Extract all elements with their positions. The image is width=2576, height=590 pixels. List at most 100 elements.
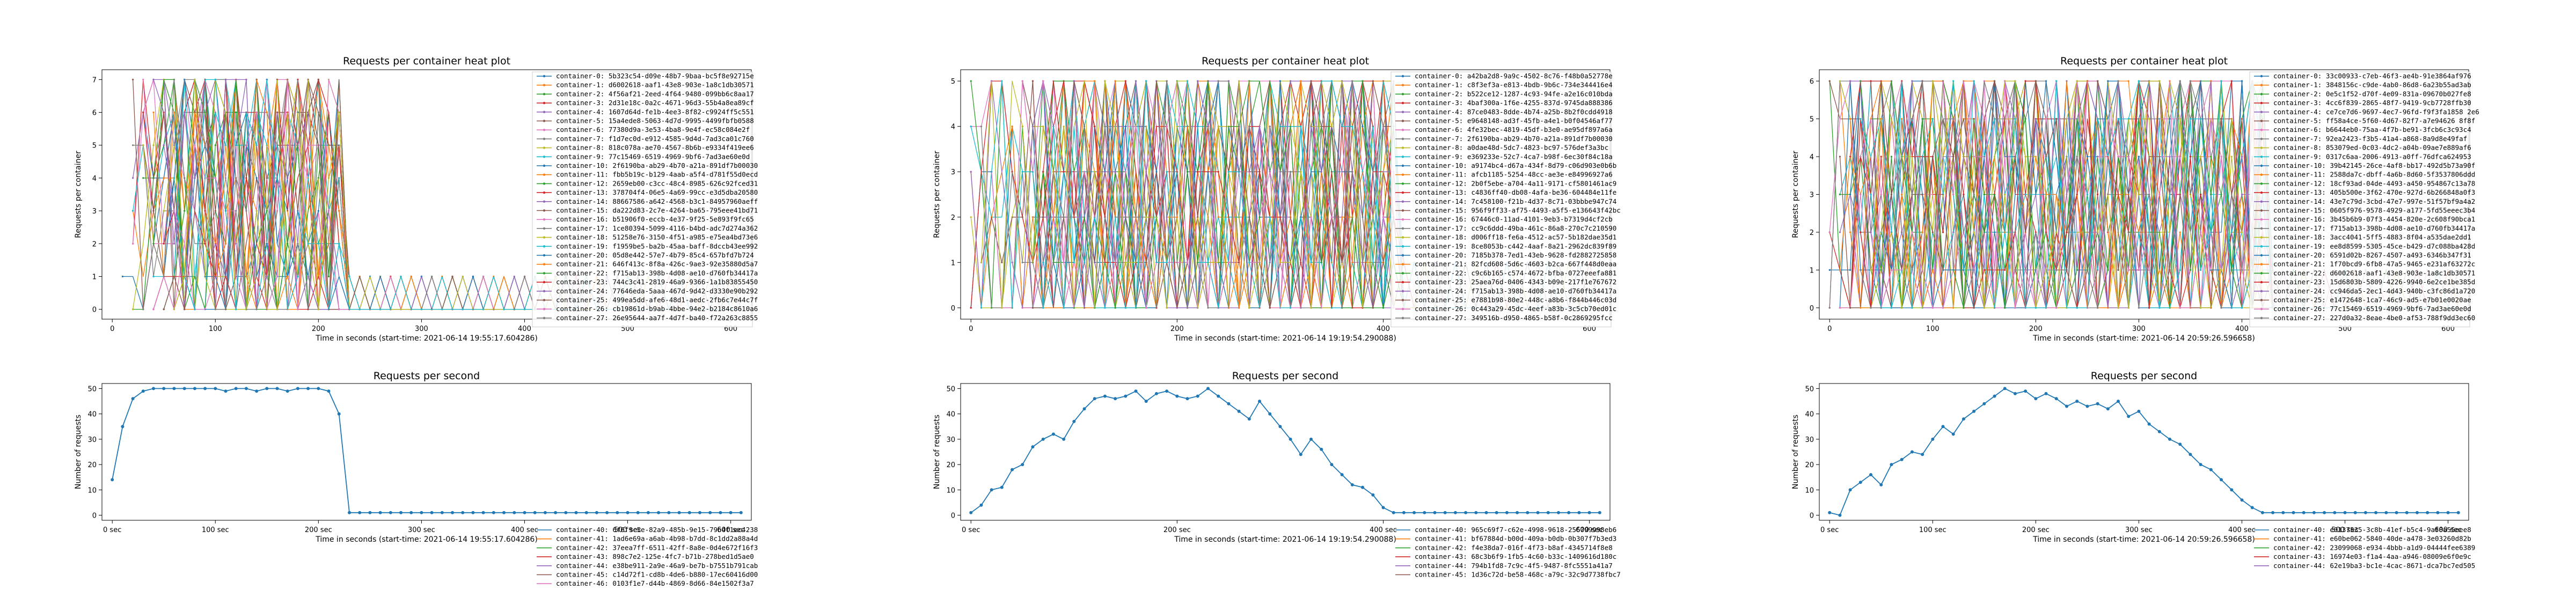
rps-point (687, 511, 691, 514)
heatmap-series-point (1839, 193, 1841, 196)
rps-point (2323, 511, 2326, 514)
heatmap-series-point (1993, 118, 1996, 120)
heatmap-series-point (2117, 307, 2119, 309)
heatmap-series-point (266, 111, 268, 114)
heatmap-series-point (1870, 193, 1872, 196)
heatmap-series-point (1880, 193, 1882, 196)
heatmap-series-point (1849, 193, 1851, 196)
heatmap-legend-marker (2260, 316, 2263, 320)
heatmap-series-point (1021, 216, 1023, 218)
rps-point (203, 387, 207, 390)
rps-point (1433, 511, 1437, 514)
rps-xtick-label: 200 sec (1163, 526, 1191, 534)
heatmap-series-point (2076, 156, 2078, 158)
rps-ylabel: Number of requests (74, 415, 83, 489)
rps-point (399, 511, 402, 514)
heatmap-series-point (1860, 269, 1862, 271)
heatmap-legend-entry: container-13: 405b500e-3f62-470e-927d-6b… (2273, 188, 2475, 196)
rps-frame (1819, 383, 2469, 521)
rps-point (1165, 389, 1169, 393)
heatmap-legend-entry: container-14: 43e7c79d-3cbd-47e7-997e-51… (2273, 197, 2475, 205)
heatmap-legend-marker (1401, 75, 1404, 78)
heatmap-series-point (2138, 307, 2140, 309)
rps-ytick-label: 40 (946, 411, 955, 419)
heatmap-legend-entry: container-14: 7c458100-f21b-4d37-8c71-03… (1415, 197, 1616, 205)
heatmap-legend-marker (2260, 200, 2263, 203)
rps-line (970, 388, 1600, 513)
rps-ytick-label: 50 (946, 385, 955, 393)
rps-point (1900, 458, 1904, 461)
heatmap-legend-entry: container-9: 0317c6aa-2006-4913-a0ff-76d… (2273, 152, 2471, 160)
rps-point (1962, 417, 1965, 421)
heatmap-series-point (1310, 216, 1312, 218)
heatmap-series-point (1166, 307, 1168, 309)
heatmap-series-point (1973, 231, 1975, 233)
heatmap-series-point (1828, 307, 1831, 309)
heatmap-legend-marker (1401, 191, 1404, 194)
heatmap-legend-marker (1401, 200, 1404, 203)
heatmap-series-point (1890, 269, 1892, 271)
rps-point (2343, 511, 2347, 514)
rps-xtick-label: 600 sec (2434, 526, 2462, 534)
heatmap-legend-marker (1401, 308, 1404, 311)
heatmap-series-point (1911, 193, 1913, 196)
heatmap-series-point (2241, 269, 2243, 271)
heatmap-series-point (276, 177, 279, 179)
heatmap-series-point (1382, 307, 1385, 309)
heatmap-series-point (1849, 307, 1851, 309)
rps-xlabel: Time in seconds (start-time: 2021-06-14 … (1174, 535, 1396, 544)
rps-point (2405, 511, 2409, 514)
heatmap-legend-entry: container-19: 8ce8053b-c442-4aaf-8a21-29… (1415, 242, 1616, 250)
rps-point (1051, 432, 1055, 436)
heatmap-series-point (1351, 261, 1353, 263)
heatmap-series-point (142, 177, 144, 179)
heatmap-series-point (1828, 231, 1831, 233)
heatmap-series-point (245, 275, 247, 278)
heatmap-legend-entry: container-10: 39b42145-26ce-4af8-bb17-49… (2273, 161, 2475, 169)
heatmap-series-point (1362, 80, 1364, 82)
heatmap-legend-entry: container-22: f715ab13-398b-4d08-ae10-d7… (556, 269, 758, 277)
heatmap-series-point (1839, 269, 1841, 271)
heatmap-series-point (2055, 118, 2058, 120)
heatmap-series-point (2189, 269, 2191, 271)
heatmap-series-point (163, 177, 165, 179)
heatmap-legend-entry: container-24: cc946da5-2ec1-4d43-940b-c3… (2273, 287, 2475, 295)
rps-point (1993, 394, 1996, 398)
heatmap-ytick-label: 0 (1810, 305, 1814, 313)
rps-point (141, 389, 145, 393)
heatmap-series-point (2210, 118, 2212, 120)
heatmap-series-point (1186, 80, 1189, 82)
heatmap-series-point (420, 308, 423, 311)
heatmap-series-point (1124, 80, 1126, 82)
heatmap-ylabel: Requests per container (933, 151, 941, 238)
heatmap-legend-marker (543, 110, 546, 113)
heatmap-series-point (1901, 307, 1903, 309)
heatmap-series-point (2055, 80, 2058, 82)
heatmap-legend-entry: container-16: 67446c0-11ad-4101-9eb3-b73… (1415, 215, 1613, 223)
rps-ytick-label: 50 (87, 385, 97, 393)
rps-point (502, 511, 506, 514)
rps-point (1289, 437, 1292, 441)
rps-point (255, 389, 259, 393)
heatmap-series-point (1890, 156, 1892, 158)
heatmap-legend-marker (543, 254, 546, 257)
heatmap-legend-marker (2260, 75, 2263, 78)
rps-point (430, 511, 434, 514)
heatmap-xtick-label: 100 (1926, 325, 1940, 333)
heatmap-series-point (1227, 261, 1230, 263)
rps-point (1838, 513, 1842, 517)
heatmap-series-point (194, 144, 196, 146)
heatmap-legend-entry: container-20: 05d8e442-57e7-4b79-85c4-65… (556, 251, 754, 259)
rps-point (584, 511, 588, 514)
heatmap-legend-box (532, 71, 753, 328)
rps-point (2054, 397, 2058, 401)
heatmap-legend-marker (1401, 120, 1404, 122)
heatmap-series-point (276, 275, 279, 278)
heatmap-legend-marker (2260, 254, 2263, 257)
heatmap-series-point (2117, 269, 2119, 271)
rps-xtick-label: 200 sec (2022, 526, 2050, 534)
heatmap-series-point (2138, 193, 2140, 196)
rps-point (409, 511, 413, 514)
rps-xtick-label: 400 sec (1370, 526, 1397, 534)
heatmap-series-point (980, 261, 982, 263)
